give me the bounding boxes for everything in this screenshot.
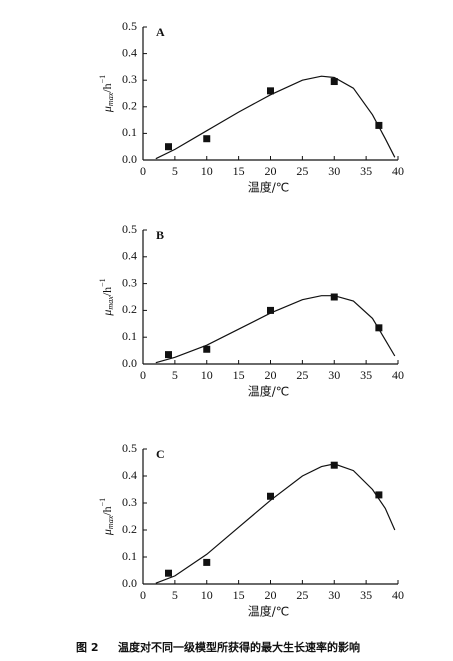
y-label-symbol: μ (100, 310, 114, 317)
y-tick-label: 0.0 (122, 152, 137, 166)
y-tick-label: 0.0 (122, 576, 137, 590)
y-tick-label: 0.1 (122, 329, 137, 343)
x-axis-label: 温度/℃ (248, 604, 290, 619)
data-point (267, 492, 274, 500)
x-tick-label: 35 (360, 368, 372, 382)
x-tick-label: 5 (172, 164, 178, 178)
x-tick-label: 0 (140, 164, 146, 178)
x-tick-label: 30 (328, 368, 340, 382)
y-tick-label: 0.5 (122, 441, 137, 455)
data-point (267, 87, 274, 95)
y-label-unit: /h (100, 506, 114, 515)
data-point (203, 558, 211, 566)
y-label-symbol: μ (100, 106, 114, 113)
x-tick-label: 15 (233, 588, 245, 602)
y-tick-label: 0.5 (122, 19, 137, 33)
y-label-subscript: max (106, 515, 115, 529)
y-tick-label: 0.4 (122, 45, 137, 59)
data-point (330, 78, 338, 86)
panel-label: C (156, 447, 165, 461)
y-label-subscript: max (106, 296, 115, 310)
x-tick-label: 25 (296, 368, 308, 382)
y-tick-label: 0.3 (122, 72, 137, 86)
y-label-unit: /h (100, 83, 114, 92)
x-tick-label: 15 (233, 164, 245, 178)
x-tick-label: 20 (265, 368, 277, 382)
data-point (165, 569, 172, 577)
y-label-superscript: −1 (98, 498, 107, 507)
x-tick-label: 40 (392, 588, 404, 602)
x-tick-label: 40 (392, 164, 404, 178)
data-point (203, 135, 211, 143)
y-label-unit: /h (100, 287, 114, 296)
caption-figure: 图 2 (76, 641, 98, 654)
x-axis-label: 温度/℃ (248, 180, 290, 195)
y-tick-label: 0.0 (122, 356, 137, 370)
y-label-superscript: −1 (98, 278, 107, 287)
caption-text: 温度对不同一级模型所获得的最大生长速率的影响 (118, 640, 360, 654)
panel-label: A (156, 25, 165, 39)
y-label-superscript: −1 (98, 75, 107, 84)
fit-curve (155, 75, 396, 160)
data-point (267, 306, 274, 314)
panel-label: B (156, 228, 164, 242)
y-tick-label: 0.4 (122, 468, 137, 482)
y-tick-label: 0.4 (122, 249, 137, 263)
x-tick-label: 10 (201, 588, 213, 602)
y-tick-label: 0.2 (122, 99, 137, 113)
data-point (375, 491, 383, 499)
x-tick-label: 25 (296, 164, 308, 178)
data-point (375, 324, 383, 332)
y-tick-label: 0.5 (122, 222, 137, 236)
x-tick-label: 30 (328, 588, 340, 602)
y-axis-label: μmax/h−1 (98, 75, 115, 113)
x-tick-label: 35 (360, 588, 372, 602)
data-point (165, 143, 172, 151)
y-tick-label: 0.1 (122, 125, 137, 139)
y-label-subscript: max (106, 92, 115, 106)
y-tick-label: 0.3 (122, 495, 137, 509)
x-tick-label: 5 (172, 368, 178, 382)
x-tick-label: 40 (392, 368, 404, 382)
y-axis-label: μmax/h−1 (98, 278, 115, 316)
x-axis-label: 温度/℃ (248, 384, 290, 399)
x-tick-label: 0 (140, 588, 146, 602)
y-tick-label: 0.2 (122, 302, 137, 316)
x-tick-label: 20 (265, 164, 277, 178)
y-tick-label: 0.1 (122, 549, 137, 563)
x-tick-label: 35 (360, 164, 372, 178)
fit-curve (155, 463, 396, 584)
y-tick-label: 0.3 (122, 275, 137, 289)
x-tick-label: 30 (328, 164, 340, 178)
y-tick-label: 0.2 (122, 522, 137, 536)
y-label-symbol: μ (100, 529, 114, 536)
x-tick-label: 10 (201, 368, 213, 382)
x-tick-label: 20 (265, 588, 277, 602)
data-point (165, 351, 172, 359)
data-point (330, 293, 338, 301)
x-tick-label: 15 (233, 368, 245, 382)
fit-curve (155, 295, 396, 364)
x-tick-label: 0 (140, 368, 146, 382)
x-tick-label: 5 (172, 588, 178, 602)
x-tick-label: 10 (201, 164, 213, 178)
data-point (330, 461, 338, 469)
y-axis-label: μmax/h−1 (98, 498, 115, 536)
data-point (375, 121, 383, 129)
data-point (203, 345, 211, 353)
x-tick-label: 25 (296, 588, 308, 602)
